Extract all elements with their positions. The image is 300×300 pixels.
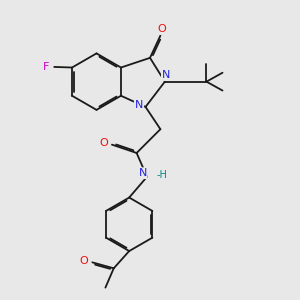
Text: O: O: [99, 138, 108, 148]
Text: O: O: [158, 24, 166, 34]
Text: O: O: [80, 256, 88, 266]
Text: F: F: [43, 62, 49, 72]
Text: -H: -H: [157, 170, 167, 180]
Text: N: N: [162, 70, 170, 80]
Text: N: N: [138, 168, 147, 178]
Text: N: N: [135, 100, 143, 110]
